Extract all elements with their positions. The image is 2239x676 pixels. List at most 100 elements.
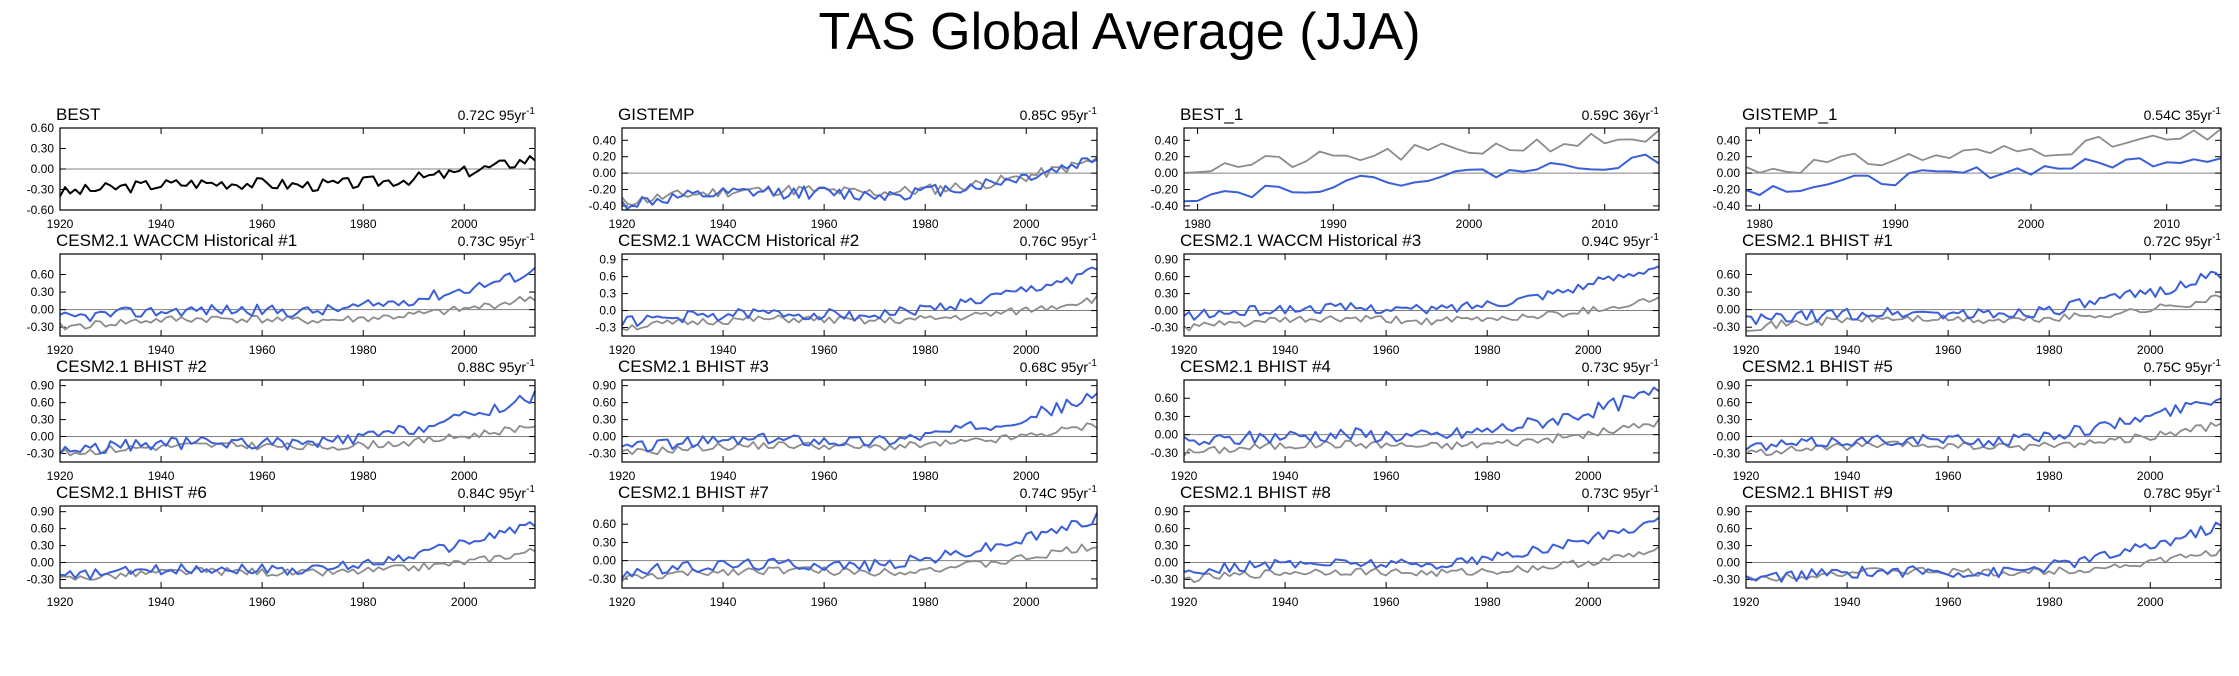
y-tick-label: -0.30	[589, 447, 617, 461]
y-tick-label: -0.20	[1151, 183, 1179, 197]
y-tick-label: -0.3	[595, 321, 616, 335]
trend-value: 0.59C 36yr	[1582, 107, 1651, 123]
trend-value: 0.78C 95yr	[2144, 485, 2213, 501]
trend-label: 0.73C 95yr-1	[458, 232, 536, 249]
series-line-observed	[59, 424, 536, 457]
series-line-observed	[621, 422, 1098, 456]
x-tick-label: 1940	[710, 343, 737, 357]
plot-frame	[621, 127, 1098, 211]
panel: GISTEMP_1 0.54C 35yr-1 -0.40 -0.20 0.00 0.20 0…	[1713, 105, 2222, 231]
y-tick-label: 0.60	[31, 268, 55, 282]
plot-frame	[59, 253, 536, 337]
y-tick-label: 0.0	[599, 304, 616, 318]
y-tick-label: -0.20	[589, 183, 617, 197]
x-tick-label: 2000	[451, 595, 478, 609]
plot-frame	[1745, 505, 2222, 589]
x-tick-label: 2010	[2153, 217, 2180, 231]
series-line-model	[621, 512, 1098, 579]
series-line-model	[59, 390, 536, 455]
trend-exponent: -1	[2212, 232, 2221, 243]
y-tick-label: -0.30	[1151, 573, 1179, 587]
series-line-model	[1745, 397, 2222, 452]
panel: CESM2.1 WACCM Historical #1 0.73C 95yr-1-…	[27, 231, 536, 357]
y-tick-label: 0.00	[1717, 556, 1741, 570]
trend-label: 0.73C 95yr-1	[1582, 484, 1660, 501]
y-tick-label: -0.30	[589, 572, 617, 586]
trend-exponent: -1	[526, 358, 535, 369]
x-tick-label: 2000	[1013, 343, 1040, 357]
y-tick-label: 0.20	[1155, 150, 1179, 164]
panel-title: CESM2.1 BHIST #1	[1742, 231, 1893, 250]
plot-frame	[621, 379, 1098, 463]
x-tick-label: 1940	[1272, 343, 1299, 357]
trend-value: 0.88C 95yr	[458, 359, 527, 375]
x-tick-label: 1920	[1733, 469, 1760, 483]
panel-title: CESM2.1 WACCM Historical #2	[618, 231, 859, 250]
panel: CESM2.1 BHIST #3 0.68C 95yr-1 -0.30 0.00 0.3…	[589, 357, 1098, 483]
y-tick-label: 0.00	[1155, 428, 1179, 442]
panel-title: CESM2.1 BHIST #4	[1180, 357, 1331, 376]
figure-title: TAS Global Average (JJA)	[818, 3, 1421, 61]
x-tick-label: 2000	[2137, 343, 2164, 357]
y-tick-label: 0.20	[593, 150, 617, 164]
trend-exponent: -1	[1650, 106, 1659, 117]
y-tick-label: 0.3	[599, 287, 616, 301]
trend-label: 0.73C 95yr-1	[1582, 358, 1660, 375]
x-tick-label: 1980	[912, 595, 939, 609]
trend-label: 0.85C 95yr-1	[1020, 106, 1098, 123]
series-line-model	[1745, 270, 2222, 326]
y-tick-label: -0.30	[1713, 320, 1741, 334]
trend-value: 0.68C 95yr	[1020, 359, 1089, 375]
y-tick-label: 0.00	[1717, 303, 1741, 317]
panel: CESM2.1 WACCM Historical #3 0.94C 95yr-1-…	[1151, 231, 1660, 357]
x-tick-label: 2000	[1013, 217, 1040, 231]
trend-label: 0.84C 95yr-1	[458, 484, 536, 501]
series-line-gistemp	[1745, 157, 2222, 196]
x-tick-label: 1920	[1171, 469, 1198, 483]
y-tick-label: 0.00	[31, 303, 55, 317]
x-tick-label: 1920	[47, 595, 74, 609]
series-line-model	[1183, 265, 1660, 321]
y-tick-label: 0.90	[1717, 505, 1741, 519]
y-tick-label: 0.40	[1717, 133, 1741, 147]
x-tick-label: 1990	[1320, 217, 1347, 231]
x-tick-label: 1960	[1935, 343, 1962, 357]
y-tick-label: -0.40	[589, 199, 617, 213]
y-tick-label: 0.30	[593, 413, 617, 427]
series-line-model	[621, 266, 1098, 327]
plot-frame	[59, 379, 536, 463]
plot-frame	[1183, 379, 1660, 463]
x-tick-label: 1980	[2036, 469, 2063, 483]
series-line-observed	[1183, 418, 1660, 457]
x-tick-label: 1980	[1474, 595, 1501, 609]
panel-title: CESM2.1 BHIST #6	[56, 483, 207, 502]
y-tick-label: 0.90	[1155, 253, 1179, 267]
y-tick-label: 0.00	[31, 162, 55, 176]
trend-exponent: -1	[526, 232, 535, 243]
x-tick-label: 1920	[1171, 343, 1198, 357]
series-line-observed	[1183, 545, 1660, 584]
series-line-best	[1183, 153, 1660, 203]
series-line-observed	[1745, 421, 2222, 457]
x-tick-label: 1980	[1474, 469, 1501, 483]
x-tick-label: 2000	[1456, 217, 1483, 231]
y-tick-label: -0.30	[1713, 573, 1741, 587]
panel: CESM2.1 BHIST #7 0.74C 95yr-1 -0.30 0.00 0.3…	[589, 483, 1098, 609]
x-tick-label: 1920	[609, 469, 636, 483]
panel-title: CESM2.1 BHIST #2	[56, 357, 207, 376]
panel: CESM2.1 BHIST #4 0.73C 95yr-1 -0.30 0.00 0.3…	[1151, 357, 1660, 483]
y-tick-label: 0.90	[31, 505, 55, 519]
y-tick-label: 0.60	[31, 121, 55, 135]
trend-label: 0.59C 36yr-1	[1582, 106, 1660, 123]
plot-frame	[1183, 253, 1660, 337]
x-tick-label: 1980	[350, 343, 377, 357]
x-tick-label: 1960	[249, 217, 276, 231]
trend-label: 0.78C 95yr-1	[2144, 484, 2222, 501]
x-tick-label: 2000	[1575, 469, 1602, 483]
x-tick-label: 1920	[609, 217, 636, 231]
panel: CESM2.1 BHIST #6 0.84C 95yr-1 -0.30 0.00 0.3…	[27, 483, 536, 609]
x-tick-label: 1940	[1272, 595, 1299, 609]
panel: CESM2.1 BHIST #1 0.72C 95yr-1 -0.30 0.00 0.3…	[1713, 231, 2222, 357]
trend-exponent: -1	[526, 484, 535, 495]
trend-label: 0.76C 95yr-1	[1020, 232, 1098, 249]
